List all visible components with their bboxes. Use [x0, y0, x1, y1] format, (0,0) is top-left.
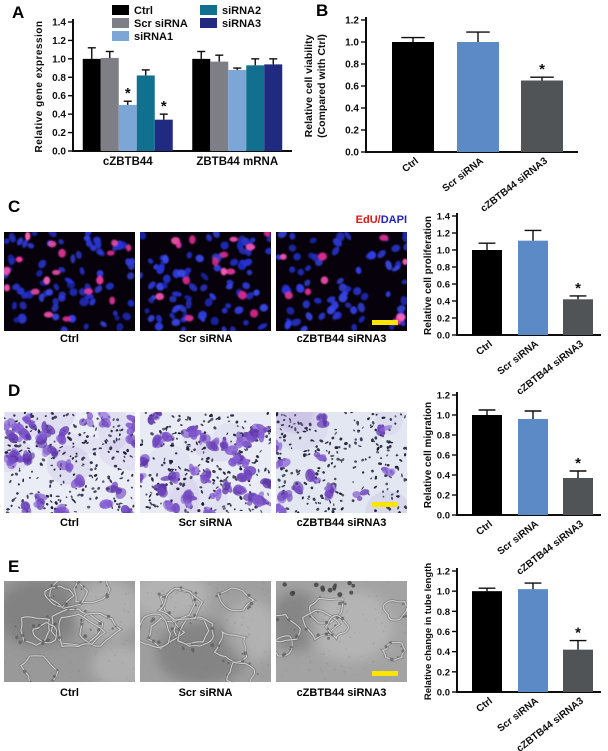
svg-text:Scr siRNA: Scr siRNA [441, 156, 486, 195]
svg-text:1.0: 1.0 [437, 246, 450, 257]
svg-text:Scr siRNA: Scr siRNA [496, 519, 541, 558]
panel-a-letter: A [12, 3, 25, 22]
micrograph-label: Ctrl [60, 517, 79, 529]
svg-text:Relative change in tube length: Relative change in tube length [423, 563, 434, 700]
svg-text:0.2: 0.2 [437, 314, 450, 325]
stain-legend: EdU/DAPI [276, 214, 407, 226]
svg-text:1.0: 1.0 [437, 411, 450, 422]
svg-text:*: * [539, 61, 545, 78]
svg-text:*: * [125, 85, 131, 102]
svg-text:0.8: 0.8 [52, 73, 66, 84]
gene-expression-bar-chart: 0.0 0.2 0.4 0.6 0.8 1.0 1.2 1.4 Relative gene ex… [34, 5, 292, 168]
dapi-label: DAPI [380, 214, 407, 226]
svg-text:1.0: 1.0 [345, 38, 359, 49]
stain-separator: / [377, 214, 381, 226]
svg-text:Scr siRNA: Scr siRNA [496, 696, 541, 735]
svg-text:0.6: 0.6 [345, 82, 359, 93]
svg-text:1.2: 1.2 [437, 229, 450, 240]
svg-text:0.0: 0.0 [437, 688, 450, 699]
svg-text:siRNA3: siRNA3 [222, 18, 261, 30]
svg-text:ZBTB44 mRNA: ZBTB44 mRNA [196, 156, 278, 168]
micrograph-label: Scr siRNA [178, 333, 233, 345]
tube-formation-micrograph-scr-sirna [140, 581, 271, 682]
svg-text:*: * [575, 280, 581, 297]
migration-micrograph-ctrl [4, 412, 135, 513]
svg-text:Ctrl: Ctrl [474, 339, 495, 358]
svg-text:Ctrl: Ctrl [474, 696, 495, 715]
svg-text:Scr siRNA: Scr siRNA [134, 18, 188, 30]
svg-text:Relative cell viability: Relative cell viability [303, 34, 315, 137]
svg-text:0.8: 0.8 [437, 263, 450, 274]
svg-text:0.2: 0.2 [437, 491, 450, 502]
svg-text:Ctrl: Ctrl [400, 156, 421, 175]
micrograph-label: Ctrl [60, 333, 79, 345]
svg-text:siRNA2: siRNA2 [222, 5, 261, 17]
svg-text:cZBTB44: cZBTB44 [103, 156, 153, 168]
svg-text:1.0: 1.0 [437, 587, 450, 598]
svg-text:0.8: 0.8 [345, 60, 359, 71]
svg-text:0.4: 0.4 [437, 471, 451, 482]
svg-text:0.0: 0.0 [52, 147, 66, 158]
micrograph-label: Scr siRNA [178, 517, 233, 529]
micrograph-label: Ctrl [60, 687, 79, 699]
svg-text:1.2: 1.2 [437, 391, 450, 402]
panel-d-letter: D [8, 381, 21, 400]
svg-text:Relative gene expression: Relative gene expression [34, 20, 45, 152]
svg-text:0.0: 0.0 [437, 331, 450, 342]
svg-text:*: * [575, 625, 581, 642]
migration-micrograph-czbtb44-sirna3 [276, 412, 407, 513]
svg-text:0.4: 0.4 [437, 297, 451, 308]
edu-dapi-micrograph-czbtb44-sirna3 [276, 232, 407, 331]
svg-text:0.4: 0.4 [52, 110, 66, 121]
edu-label: EdU [355, 214, 378, 226]
svg-text:Relative cell proliferation: Relative cell proliferation [423, 216, 434, 335]
svg-text:0.2: 0.2 [437, 667, 450, 678]
micrograph-label: Scr siRNA [178, 687, 233, 699]
svg-text:1.4: 1.4 [52, 18, 66, 29]
svg-text:0.4: 0.4 [345, 104, 359, 115]
micrograph-label: cZBTB44 siRNA3 [296, 517, 387, 529]
panel-e-letter: E [8, 557, 20, 576]
svg-text:*: * [161, 98, 167, 115]
svg-text:0.8: 0.8 [437, 607, 450, 618]
svg-text:0.6: 0.6 [437, 280, 450, 291]
panel-b-letter: B [316, 1, 329, 20]
migration-micrograph-scr-sirna [140, 412, 271, 513]
svg-text:*: * [575, 455, 581, 472]
svg-text:siRNA1: siRNA1 [134, 31, 173, 43]
edu-dapi-micrograph-scr-sirna [140, 232, 271, 331]
svg-text:Ctrl: Ctrl [134, 5, 153, 17]
panel-c-letter: C [8, 197, 21, 216]
svg-text:0.2: 0.2 [52, 128, 66, 139]
svg-text:0.0: 0.0 [345, 148, 359, 159]
svg-text:0.2: 0.2 [345, 126, 359, 137]
svg-text:1.2: 1.2 [52, 36, 66, 47]
micrograph-label: cZBTB44 siRNA3 [296, 333, 387, 345]
micrograph-label: cZBTB44 siRNA3 [296, 687, 387, 699]
svg-text:Relative cell migration: Relative cell migration [423, 402, 434, 508]
svg-text:0.8: 0.8 [437, 431, 450, 442]
svg-text:1.2: 1.2 [437, 567, 450, 578]
tube-formation-micrograph-ctrl [4, 581, 135, 682]
tube-formation-micrograph-czbtb44-sirna3 [276, 581, 407, 682]
svg-text:0.0: 0.0 [437, 511, 450, 522]
svg-text:0.6: 0.6 [437, 451, 450, 462]
edu-dapi-micrograph-ctrl [4, 232, 135, 331]
svg-text:1.0: 1.0 [52, 54, 66, 65]
svg-text:0.4: 0.4 [437, 647, 451, 658]
svg-text:0.6: 0.6 [52, 91, 66, 102]
svg-text:1.2: 1.2 [345, 16, 359, 27]
svg-text:(Compared with Ctrl): (Compared with Ctrl) [316, 34, 328, 138]
svg-text:1.4: 1.4 [437, 212, 451, 223]
svg-text:0.6: 0.6 [437, 627, 450, 638]
svg-text:Ctrl: Ctrl [474, 519, 495, 538]
svg-text:Scr siRNA: Scr siRNA [496, 339, 541, 378]
cell-viability-bar-chart: 0.0 0.2 0.4 0.6 0.8 1.0 1.2 Relative cell viabi… [303, 16, 578, 215]
